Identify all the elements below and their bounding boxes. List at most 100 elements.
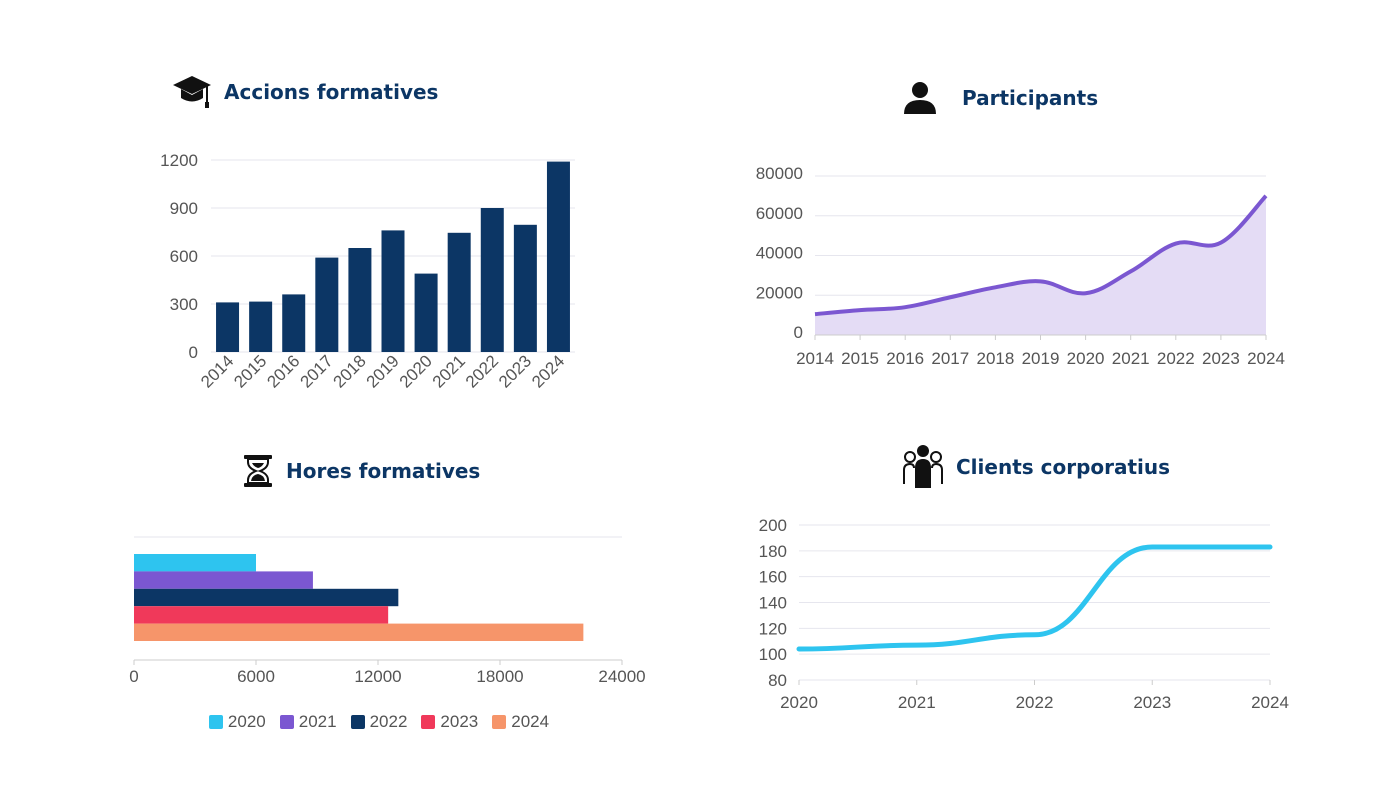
legend-label: 2022 (369, 712, 408, 731)
hores-title-text: Hores formatives (286, 459, 481, 483)
clients-line (796, 544, 1273, 652)
bar-2018 (348, 248, 372, 352)
bar-2021 (447, 232, 471, 352)
legend-item-2023[interactable]: 2023 (421, 712, 478, 732)
clients-title: Clients corporatius (902, 444, 1170, 490)
x-tick-label: 24000 (598, 667, 645, 686)
x-tick-label: 2020 (780, 693, 818, 712)
y-tick-label: 140 (759, 594, 787, 613)
hourglass-icon (244, 455, 272, 487)
participants-title-text: Participants (962, 86, 1099, 110)
group-icon (903, 445, 943, 488)
y-tick-label: 160 (759, 568, 787, 587)
bar-2022 (134, 588, 399, 607)
bar-2019 (381, 230, 405, 352)
legend-swatch (350, 715, 365, 729)
legend-label: 2024 (511, 712, 550, 731)
bar-2022 (480, 208, 504, 352)
x-tick-label: 2021 (429, 351, 469, 391)
y-tick-label: 80000 (756, 164, 803, 183)
participants-chart: 0 20000 40000 60000 80000 2014 2015 2016 2017 201… (756, 164, 1285, 368)
hores-legend: 2020 2021 2022 2023 2024 (134, 712, 624, 732)
hores-chart: 0 6000 12000 18000 24000 (129, 536, 646, 686)
y-tick-label: 120 (759, 619, 787, 638)
x-tick-label: 2020 (396, 351, 436, 391)
bar-2023 (513, 224, 537, 352)
legend-item-2021[interactable]: 2021 (279, 712, 337, 732)
bar-2024 (546, 161, 570, 352)
accions-title: Accions formatives (172, 74, 438, 110)
accions-chart: 0300600900120020142015201620172018201920… (160, 151, 575, 392)
x-tick-label: 2022 (1157, 349, 1195, 368)
y-tick-label: 0 (189, 343, 198, 362)
y-tick-label: 180 (759, 542, 787, 561)
x-tick-label: 2014 (796, 349, 834, 368)
legend-swatch (421, 715, 436, 729)
x-tick-label: 2020 (1067, 349, 1105, 368)
x-tick-label: 2018 (976, 349, 1014, 368)
x-tick-label: 2019 (1022, 349, 1060, 368)
legend-swatch (492, 715, 507, 729)
clients-chart: 80 100 120 140 160 180 200 2020 2021 2022 2023 2024 (759, 516, 1289, 712)
y-tick-label: 20000 (756, 283, 803, 302)
bar-2020 (134, 554, 256, 572)
x-tick-label: 2015 (230, 351, 270, 391)
hores-title: Hores formatives (242, 454, 480, 488)
legend-label: 2021 (298, 712, 337, 731)
bar-2016 (282, 294, 306, 352)
x-tick-label: 2016 (263, 351, 303, 391)
x-tick-label: 0 (129, 667, 138, 686)
legend-item-2022[interactable]: 2022 (350, 712, 408, 732)
person-icon (904, 82, 936, 114)
x-tick-label: 2022 (462, 351, 502, 391)
bar-2014 (216, 302, 240, 352)
x-tick-label: 2017 (931, 349, 969, 368)
clients-title-text: Clients corporatius (956, 455, 1171, 479)
bar-2020 (414, 273, 438, 352)
y-tick-label: 80 (768, 671, 787, 690)
x-tick-label: 2015 (841, 349, 879, 368)
x-tick-label: 2017 (296, 351, 336, 391)
x-tick-label: 2023 (1133, 693, 1171, 712)
legend-item-2020[interactable]: 2020 (208, 712, 266, 732)
graduation-cap-icon (173, 76, 211, 108)
y-tick-label: 200 (759, 516, 787, 535)
x-tick-label: 18000 (476, 667, 523, 686)
y-tick-label: 1200 (160, 151, 198, 170)
x-tick-label: 2024 (528, 351, 568, 391)
legend-label: 2023 (440, 712, 479, 731)
x-tick-label: 2021 (898, 693, 936, 712)
x-tick-label: 12000 (354, 667, 401, 686)
y-tick-label: 100 (759, 645, 787, 664)
accions-title-text: Accions formatives (224, 80, 439, 104)
bar-2015 (249, 301, 273, 352)
y-tick-label: 0 (794, 323, 803, 342)
bar-2023 (134, 606, 389, 624)
legend-swatch (208, 715, 223, 729)
y-tick-label: 60000 (756, 204, 803, 223)
legend-swatch (279, 715, 294, 729)
y-tick-label: 600 (170, 247, 198, 266)
x-tick-label: 6000 (237, 667, 275, 686)
y-tick-label: 300 (170, 295, 198, 314)
bar-2021 (134, 571, 313, 589)
participants-area (815, 195, 1266, 335)
bar-2017 (315, 257, 339, 352)
x-tick-label: 2019 (363, 351, 403, 391)
x-tick-label: 2022 (1016, 693, 1054, 712)
bar-2024 (134, 623, 584, 641)
x-tick-label: 2024 (1251, 693, 1289, 712)
y-tick-label: 900 (170, 199, 198, 218)
x-tick-label: 2023 (1202, 349, 1240, 368)
x-tick-label: 2016 (886, 349, 924, 368)
x-tick-label: 2024 (1247, 349, 1285, 368)
x-tick-label: 2021 (1112, 349, 1150, 368)
participants-title: Participants (902, 80, 1098, 116)
x-tick-label: 2018 (330, 351, 370, 391)
legend-item-2024[interactable]: 2024 (492, 712, 549, 732)
participants-line (814, 194, 1268, 317)
x-tick-label: 2014 (197, 351, 237, 391)
y-tick-label: 40000 (756, 244, 803, 263)
x-tick-label: 2023 (495, 351, 535, 391)
